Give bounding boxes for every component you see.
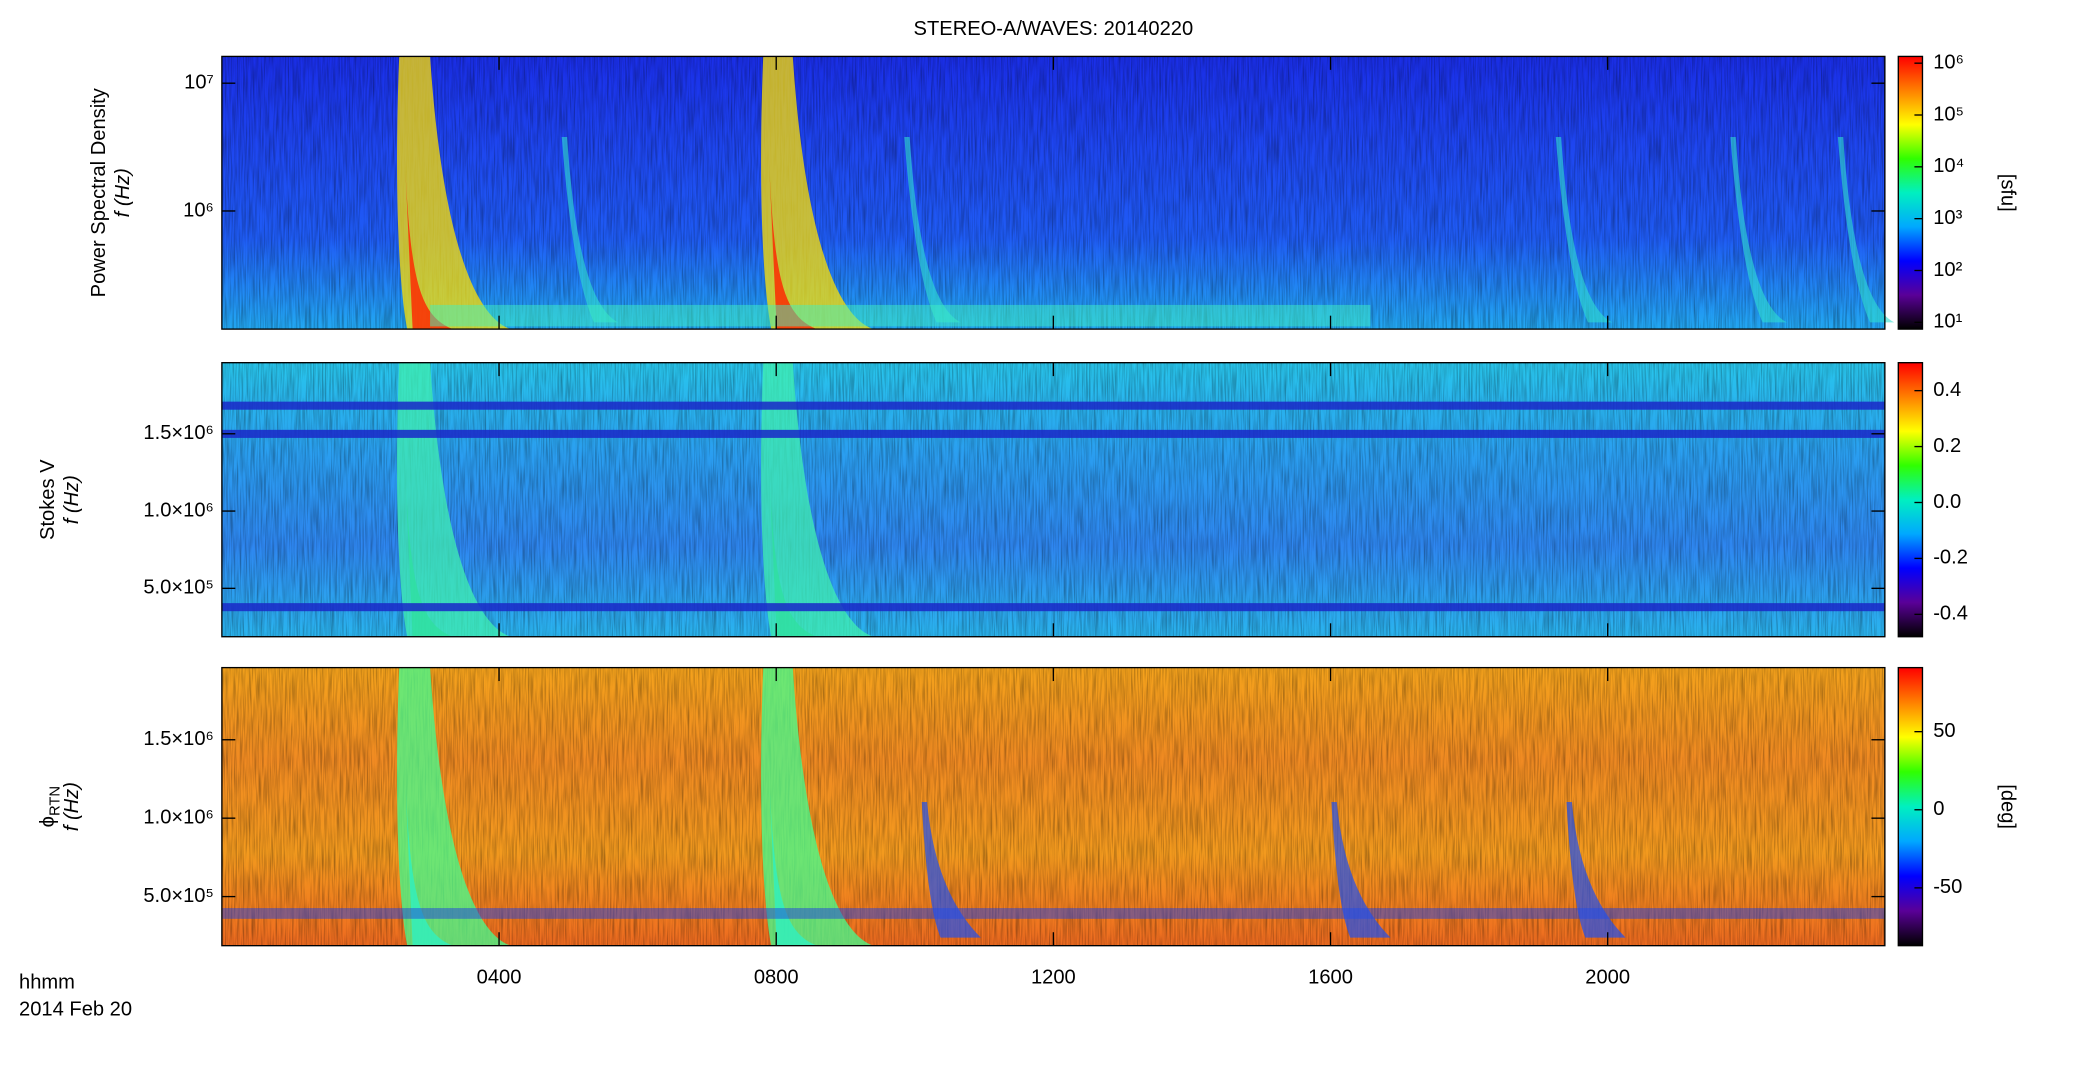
y-axis-label-sub: RTN — [47, 786, 63, 816]
x-axis-label: 2014 Feb 20 — [19, 999, 132, 1021]
burst — [921, 801, 981, 938]
colorbar-tick-label: 10⁴ — [1933, 155, 1964, 177]
colorbar-tick-label: 50 — [1933, 720, 1955, 742]
burst-core — [768, 151, 817, 330]
x-tick-label: 2000 — [1585, 966, 1630, 988]
burst — [1555, 137, 1613, 323]
band — [221, 908, 1885, 919]
colorbar-tick-label: 0.2 — [1933, 435, 1961, 457]
y-axis-label: f (Hz) — [61, 782, 83, 831]
burst — [1331, 801, 1391, 938]
colorbar-label: [deg] — [1997, 784, 2019, 829]
x-tick-label: 0800 — [754, 966, 799, 988]
colorbar-label: [sfu] — [1997, 174, 2019, 212]
burst-tail — [430, 304, 1371, 327]
band — [221, 603, 1885, 612]
chart-title: STEREO-A/WAVES: 20140220 — [914, 18, 1194, 40]
burst-core — [768, 764, 817, 946]
band — [221, 429, 1885, 438]
y-axis-label: Stokes V — [37, 459, 59, 540]
colorbar — [1897, 362, 1924, 638]
colorbar — [1897, 666, 1924, 947]
y-tick-label: 5.0×10⁵ — [143, 577, 213, 599]
y-axis-label: ϕRTN — [37, 786, 63, 827]
colorbar-tick-label: 10¹ — [1933, 311, 1962, 333]
y-tick-label: 1.0×10⁶ — [143, 499, 213, 521]
colorbar — [1897, 55, 1924, 330]
spectrogram-texture — [221, 667, 1885, 946]
colorbar-tick-label: 0 — [1933, 798, 1944, 820]
y-axis-label: f (Hz) — [61, 475, 83, 524]
x-tick-label: 0400 — [477, 966, 522, 988]
colorbar-tick-label: -0.4 — [1933, 603, 1968, 625]
y-tick-label: 1.0×10⁶ — [143, 806, 213, 828]
y-axis-label: f (Hz) — [112, 168, 134, 217]
colorbar-tick-label: 10⁶ — [1933, 51, 1964, 73]
x-tick-label: 1200 — [1031, 966, 1076, 988]
y-tick-label: 10⁶ — [183, 199, 214, 221]
burst — [397, 667, 511, 946]
colorbar-tick-label: -50 — [1933, 876, 1962, 898]
burst — [397, 56, 511, 330]
burst — [761, 56, 874, 330]
y-tick-label: 10⁷ — [184, 72, 214, 94]
burst — [904, 137, 961, 323]
colorbar-tick-label: 0.0 — [1933, 491, 1961, 513]
y-tick-label: 1.5×10⁶ — [143, 728, 213, 750]
burst-core — [768, 458, 817, 637]
colorbar-tick-label: -0.2 — [1933, 547, 1968, 569]
spectrogram-texture — [221, 56, 1885, 330]
burst-core — [404, 764, 453, 946]
colorbar-tick-label: 10² — [1933, 259, 1962, 281]
colorbar-tick-label: 10³ — [1933, 207, 1962, 229]
colorbar-tick-label: 0.4 — [1933, 379, 1961, 401]
burst — [1837, 137, 1895, 323]
burst — [761, 667, 874, 946]
x-tick-label: 1600 — [1308, 966, 1353, 988]
burst-core — [404, 458, 453, 637]
y-tick-label: 1.5×10⁶ — [143, 422, 213, 444]
y-axis-label: Power Spectral Density — [88, 87, 110, 297]
burst — [561, 137, 619, 323]
y-tick-label: 5.0×10⁵ — [143, 885, 213, 907]
burst — [1730, 137, 1787, 323]
colorbar-tick-label: 10⁵ — [1933, 103, 1964, 125]
band — [221, 401, 1885, 410]
burst — [1566, 801, 1626, 938]
burst-core — [404, 151, 453, 330]
x-axis-label: hhmm — [19, 972, 75, 994]
